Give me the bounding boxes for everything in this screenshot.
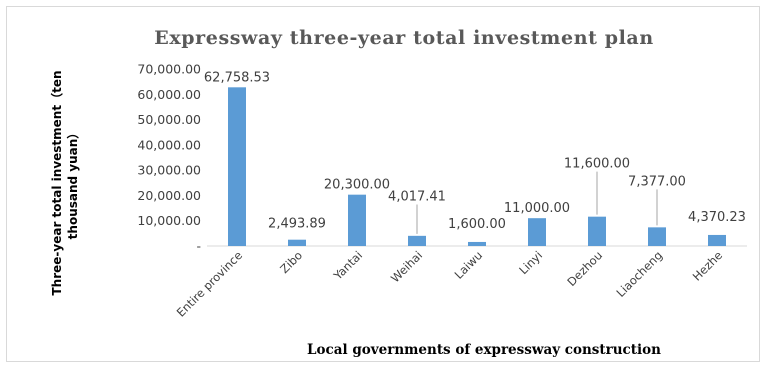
bar	[588, 216, 606, 246]
bar-chart: Expressway three-year total investment p…	[49, 27, 747, 358]
y-axis-title-line-1: Three-year total investment（ten	[49, 70, 64, 295]
x-tick-label: Hezhe	[690, 248, 725, 283]
y-tick-label: 10,000.00	[137, 213, 201, 228]
bar	[288, 239, 306, 246]
data-label: 2,493.89	[268, 217, 326, 232]
y-tick-label: 40,000.00	[137, 137, 201, 152]
y-tick-label: 20,000.00	[137, 188, 201, 203]
y-tick-label: -	[196, 239, 201, 254]
chart-frame: Expressway three-year total investment p…	[6, 6, 760, 362]
data-label: 7,377.00	[628, 174, 686, 189]
x-axis-title: Local governments of expressway construc…	[307, 342, 661, 358]
bars	[228, 87, 726, 246]
x-tick-label: Yantai	[330, 248, 365, 283]
x-tick-label: Entire province	[174, 248, 245, 319]
x-tick-label: Linyi	[516, 248, 545, 277]
bar	[228, 87, 246, 246]
bar	[348, 194, 366, 246]
data-labels: 62,758.53 2,493.89 20,300.004,017.411,600.…	[204, 70, 746, 232]
x-tick-label: Laiwu	[452, 248, 485, 281]
y-axis-ticks: - 10,000.00 20,000.00 30,000.00 40,000.00 50,…	[137, 62, 201, 254]
label-leader-lines	[416, 171, 658, 234]
x-axis-categories: Entire province Zibo Yantai Weihai Laiwu Liny…	[174, 248, 725, 319]
y-tick-label: 60,000.00	[137, 87, 201, 102]
x-tick-label: Liaocheng	[614, 248, 666, 300]
x-tick-label: Dezhou	[564, 248, 605, 289]
data-label: 11,600.00	[564, 157, 630, 172]
data-label: 20,300.00	[324, 178, 390, 193]
y-tick-label: 50,000.00	[137, 112, 201, 127]
data-label: 4,017.41	[388, 189, 446, 204]
x-tick-label: Weihai	[388, 248, 425, 285]
bar	[528, 218, 546, 246]
y-axis-title-line-2: thousand yuan）	[65, 127, 80, 240]
y-tick-label: 30,000.00	[137, 163, 201, 178]
y-tick-label: 70,000.00	[137, 62, 201, 77]
bar	[708, 234, 726, 246]
data-label: 11,000.00	[504, 201, 570, 216]
bar	[648, 227, 666, 246]
data-label: 4,370.23	[688, 210, 746, 225]
chart-title: Expressway three-year total investment p…	[154, 27, 653, 49]
bar	[468, 241, 486, 246]
data-label: 1,600.00	[448, 217, 506, 232]
x-tick-label: Zibo	[277, 248, 305, 276]
y-axis-title: Three-year total investment（ten thousand…	[49, 70, 80, 295]
data-label: 62,758.53	[204, 70, 270, 85]
bar	[408, 235, 426, 246]
